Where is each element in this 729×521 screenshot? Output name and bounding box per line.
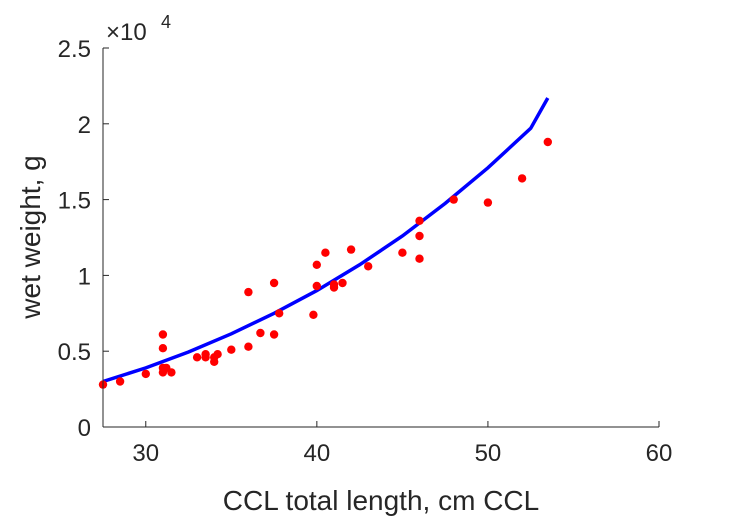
x-tick-label: 50 [475,440,502,467]
data-point [192,353,202,362]
x-axis-label: CCL total length, cm CCL [223,485,539,516]
y-tick-label: 1.5 [58,188,91,215]
data-point [398,248,407,257]
y-exponent-power: 4 [161,12,171,32]
data-point [115,377,125,386]
data-point [227,345,236,354]
data-point [275,309,284,318]
data-point [213,350,222,359]
x-tick-label: 40 [303,440,330,467]
x-tick-label: 30 [132,440,159,467]
y-tick-label: 2.5 [58,36,91,63]
data-point [309,310,318,319]
data-point [338,278,347,288]
data-point [244,342,253,351]
data-point [543,137,552,147]
data-point [449,195,458,204]
y-axis-label: wet weight, g [15,155,46,319]
data-point [346,245,356,254]
data-point [517,174,527,183]
data-point [321,248,330,257]
data-point [364,262,373,271]
data-point [201,353,210,362]
data-point [158,330,168,339]
ticks: 30 40 50 60 0 0.5 1 1.5 2 2.5 [58,36,673,467]
y-tick-label: 0.5 [58,339,91,366]
y-exponent-prefix: ×10 [106,19,147,46]
x-tick-label: 60 [646,440,673,467]
data-point [269,330,279,339]
data-point [329,283,339,292]
data-marks [98,97,552,389]
fit-curve [102,97,550,384]
data-point [312,281,321,291]
data-point [483,198,493,207]
y-tick-label: 2 [78,112,91,139]
axes [102,48,659,428]
data-point [158,344,168,353]
data-point [312,260,321,269]
data-point [415,216,424,225]
y-tick-label: 0 [78,415,91,442]
data-point [244,287,253,297]
data-point [415,231,424,241]
data-point [167,368,176,377]
data-point [415,254,424,263]
y-tick-label: 1 [78,263,91,290]
data-point [141,369,150,379]
data-point [269,278,279,288]
data-point [256,328,265,338]
